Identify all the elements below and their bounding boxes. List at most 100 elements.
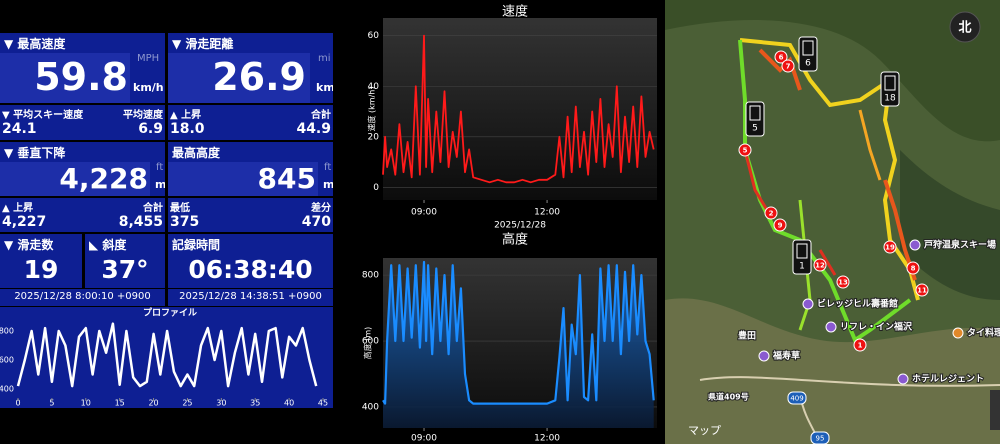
- x-tick-label: 09:00: [411, 208, 437, 218]
- place-label: 戸狩温泉スキー場: [924, 239, 996, 251]
- y-axis-label: 高度 (m): [363, 327, 373, 360]
- stat-unit: km: [316, 81, 333, 94]
- place-label: リフレ・イン福沢: [840, 321, 913, 333]
- route-marker: [906, 261, 920, 275]
- route-marker-label: 9: [778, 222, 783, 230]
- stat-cell: 2025/12/28 8:00:10 +0900: [0, 289, 165, 306]
- stat-value: 44.9: [296, 121, 331, 137]
- start-time: 2025/12/28 8:00:10 +0900: [14, 291, 151, 302]
- stat-value: 8,455: [118, 214, 163, 230]
- stat-unit: km/h: [133, 81, 164, 94]
- y-tick-label: 60: [368, 31, 380, 41]
- place-icon: [758, 350, 770, 362]
- y-tick-label: 0: [373, 183, 379, 193]
- route-marker: [915, 283, 929, 297]
- compass: 北: [958, 21, 971, 36]
- stat-label: ▼ 垂直下降: [4, 146, 66, 160]
- route-marker: [836, 275, 850, 289]
- stat-value: 6.9: [138, 121, 163, 137]
- stat-cell: ◣ 斜度 37°: [85, 234, 165, 288]
- stat-label: ▲ 上昇: [170, 110, 202, 121]
- place-icon: [952, 327, 964, 339]
- x-tick-label: 35: [250, 399, 260, 408]
- end-time: 2025/12/28 14:38:51 +0900: [179, 291, 322, 302]
- stat-value: 470: [301, 214, 331, 230]
- x-tick-label: 5: [49, 399, 54, 408]
- place-label: 福寿草: [772, 350, 800, 362]
- lift-icon: [749, 105, 761, 121]
- stat-cell: ▼ 垂直下降 4,228 ft m: [0, 142, 165, 196]
- stat-value: 59.8: [34, 55, 128, 99]
- stat-label: ▼ 最高速度: [4, 37, 66, 51]
- stat-cell: 最高高度 845 ft m: [168, 142, 333, 196]
- stat-value: 19: [23, 255, 59, 284]
- y-tick-label: 600: [0, 356, 14, 365]
- place-icon: [909, 239, 921, 251]
- y-tick-label: 800: [0, 326, 14, 335]
- x-tick-label: 09:00: [411, 434, 437, 444]
- route-marker-label: 8: [911, 265, 916, 273]
- route-marker: [738, 143, 752, 157]
- lift-marker-label: 1: [799, 262, 805, 272]
- stat-cell: 記録時間 06:38:40: [168, 234, 333, 288]
- stat-label: 差分: [311, 203, 331, 214]
- route-marker-label: 1: [858, 342, 863, 350]
- stat-cell: 2025/12/28 14:38:51 +0900: [168, 289, 333, 306]
- x-tick-label: 25: [182, 399, 192, 408]
- stat-value: 24.1: [2, 121, 37, 137]
- stat-value: 4,228: [59, 162, 148, 195]
- stat-value: 06:38:40: [188, 255, 313, 284]
- stat-value: 4,227: [2, 214, 47, 230]
- place-label: ビレッジヒル壽番館: [817, 298, 898, 310]
- y-tick-label: 20: [368, 132, 380, 142]
- road-shield: [810, 431, 830, 444]
- place-label: ホテルレジェント: [912, 374, 984, 385]
- place-label: 豊田: [738, 330, 756, 342]
- place-icon: [802, 298, 814, 310]
- y-tick-label: 40: [368, 82, 380, 92]
- road-shield-label: 409: [790, 395, 803, 403]
- route-marker: [813, 258, 827, 272]
- stat-label: 合計: [311, 110, 331, 121]
- route-marker-label: 6: [779, 54, 784, 62]
- chart-title: 高度: [502, 232, 528, 248]
- stat-value: 845: [257, 162, 316, 195]
- stat-unit-alt: ft: [324, 162, 332, 173]
- stat-value: 37°: [101, 255, 149, 284]
- place-label: タイ料理: [967, 327, 1000, 339]
- area-fill: [383, 262, 654, 428]
- stat-label: 最低: [170, 203, 190, 214]
- stat-cell: 最低 差分 375 470: [168, 198, 333, 232]
- x-tick-label: 0: [15, 399, 20, 408]
- road-shield: [787, 391, 807, 405]
- route-marker-label: 12: [815, 262, 825, 270]
- stat-label: ▼ 平均スキー速度: [2, 110, 84, 121]
- x-axis-label: 2025/12/28: [494, 221, 546, 231]
- stat-unit: m: [155, 178, 165, 191]
- stat-label: 合計: [143, 203, 163, 214]
- route-marker: [781, 59, 795, 73]
- route-marker-label: 13: [838, 279, 848, 287]
- route-marker: [773, 218, 787, 232]
- stat-cell: ▲ 上昇 合計 4,227 8,455: [0, 198, 165, 232]
- stat-label: ▼ 滑走距離: [172, 37, 234, 51]
- route-marker-label: 19: [885, 244, 895, 252]
- stat-unit-alt: MPH: [137, 53, 160, 64]
- stat-label: ◣ 斜度: [89, 238, 127, 252]
- route-marker-label: 7: [786, 63, 791, 71]
- y-tick-label: 800: [362, 271, 379, 281]
- route-marker: [774, 50, 788, 64]
- route-marker-label: 5: [743, 147, 748, 155]
- x-tick-label: 40: [284, 399, 294, 408]
- x-tick-label: 15: [115, 399, 125, 408]
- stat-cell: ▼ 最高速度 59.8 MPH km/h: [0, 33, 165, 103]
- stat-cell: ▼ 滑走数 19: [0, 234, 82, 288]
- stat-unit-alt: ft: [156, 162, 164, 173]
- stat-unit: m: [323, 178, 333, 191]
- place-icon: [825, 321, 837, 333]
- stat-cell: ▼ 滑走距離 26.9 mi km: [168, 33, 333, 103]
- map: 北マップ12567891112131961851戸狩温泉スキー場ビレッジヒル壽番…: [665, 0, 1000, 444]
- route-marker-label: 11: [917, 287, 927, 295]
- data-line: [382, 260, 655, 405]
